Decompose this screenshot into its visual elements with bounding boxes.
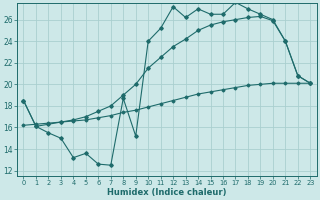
X-axis label: Humidex (Indice chaleur): Humidex (Indice chaleur) xyxy=(107,188,227,197)
